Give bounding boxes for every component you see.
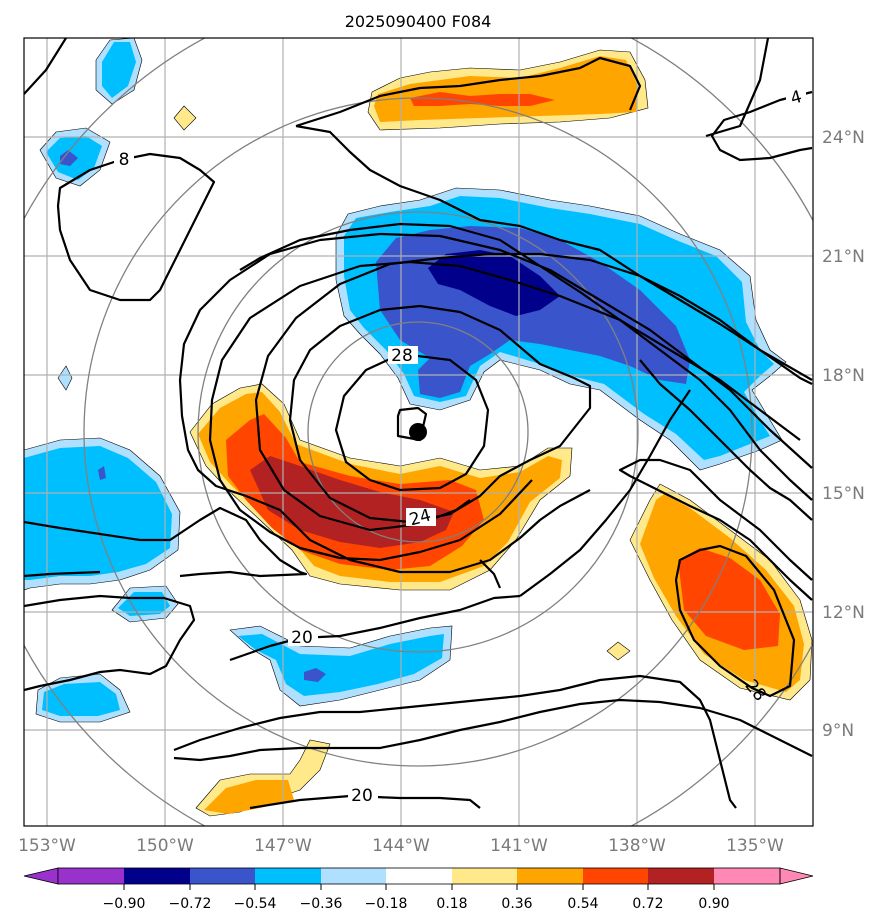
contour-24: [254, 252, 813, 532]
contour-east-outer: [618, 458, 813, 601]
contour-west-lower: [24, 506, 308, 692]
contour-east-lines: [519, 359, 813, 597]
contour-28-inner: [396, 406, 428, 442]
colorbar-bin-4: [255, 868, 321, 884]
colorbar-bin-9: [583, 868, 648, 884]
lat-label-24n: 24°N: [822, 128, 865, 148]
contour-lines: [24, 38, 813, 810]
colorbar-bin-3: [190, 868, 255, 884]
contour-4: [705, 38, 813, 162]
contour-20-south: [24, 570, 737, 809]
shaded-area-northwest-negative-core: [60, 150, 78, 166]
lon-label-147w: 147°W: [254, 836, 312, 856]
shaded-area-west-negative-core: [98, 466, 106, 480]
colorbar-bin-11: [714, 868, 780, 884]
colorbar-label-1: −0.90: [103, 896, 146, 912]
lon-label-135w: 135°W: [726, 836, 784, 856]
colorbar-ticks: [123, 884, 715, 890]
longitude-axis: 153°W 150°W 147°W 144°W 141°W 138°W 135°…: [18, 836, 784, 856]
colorbar-bin-8: [517, 868, 583, 884]
shaded-area-west-small-negative: [57, 365, 73, 391]
colorbar-label-6: 0.18: [436, 896, 467, 912]
colorbar-label-5: −0.18: [365, 896, 408, 912]
lat-label-9n: 9°N: [822, 721, 854, 741]
lat-label-12n: 12°N: [822, 603, 865, 623]
colorbar-bin-2: [124, 868, 190, 884]
contour-south-bottom: [173, 698, 813, 810]
contour-south-east-curve: [479, 559, 502, 589]
colorbar-label-8: 0.54: [567, 896, 598, 912]
colorbar-label-7: 0.36: [501, 896, 532, 912]
range-rings: [24, 38, 813, 826]
contour-label-28-center: 28: [391, 346, 413, 366]
lon-label-153w: 153°W: [18, 836, 76, 856]
shaded-area-small-positive: [173, 105, 197, 131]
colorbar: −0.90 −0.72 −0.54 −0.36 −0.18 0.18 0.36 …: [23, 867, 814, 912]
shaded-area-south-negative-core: [304, 668, 326, 682]
contour-26: [288, 304, 592, 524]
lon-label-138w: 138°W: [608, 836, 666, 856]
shaded-area-small-positive-east: [606, 641, 631, 661]
colorbar-label-4: −0.36: [300, 896, 343, 912]
contour-28: [334, 354, 490, 492]
colorbar-bin-6: [386, 868, 452, 884]
figure-title: 2025090400 F084: [345, 12, 492, 31]
lon-label-144w: 144°W: [372, 836, 430, 856]
colorbar-label-2: −0.72: [169, 896, 212, 912]
lat-label-21n: 21°N: [822, 247, 865, 267]
contour-20-ring: [178, 232, 813, 574]
plot-frame: [23, 37, 814, 827]
colorbar-label-3: −0.54: [234, 896, 277, 912]
contour-label-20-south: 20: [291, 628, 313, 648]
shaded-area-southwest-positive: [204, 780, 294, 814]
lat-label-15n: 15°N: [822, 484, 865, 504]
contour-18: [239, 222, 813, 501]
colorbar-bin-5: [321, 868, 386, 884]
colorbar-frame: [57, 867, 781, 885]
lat-label-18n: 18°N: [822, 366, 865, 386]
shaded-area-west-negative: [24, 446, 172, 580]
graticule: [24, 38, 813, 826]
shaded-area-north-edge-negative: [102, 42, 136, 98]
contour-label-4: 4: [788, 87, 804, 109]
shaded-area-southwest-negative: [42, 682, 120, 716]
latitude-axis: 24°N 21°N 18°N 15°N 12°N 9°N: [822, 128, 865, 741]
shaded-area-south-negative: [238, 634, 444, 696]
colorbar-bin-1: [58, 868, 124, 884]
colorbar-extend-low: [23, 867, 59, 885]
plot-area: 4 8 28 24 20 20 28: [24, 38, 813, 826]
contour-label-20-bottom: 20: [351, 786, 373, 806]
contour-label-8: 8: [119, 150, 130, 170]
contour-8: [24, 38, 216, 302]
contour-north: [295, 56, 813, 385]
colorbar-bin-10: [648, 868, 714, 884]
colorbar-label-10: 0.90: [698, 896, 729, 912]
colorbar-bin-7: [452, 868, 517, 884]
colorbar-extend-high: [779, 867, 814, 885]
colorbar-label-9: 0.72: [632, 896, 663, 912]
storm-center-marker: [409, 423, 427, 441]
contour-28-east: [674, 544, 796, 698]
lon-label-150w: 150°W: [136, 836, 194, 856]
lon-label-141w: 141°W: [490, 836, 548, 856]
